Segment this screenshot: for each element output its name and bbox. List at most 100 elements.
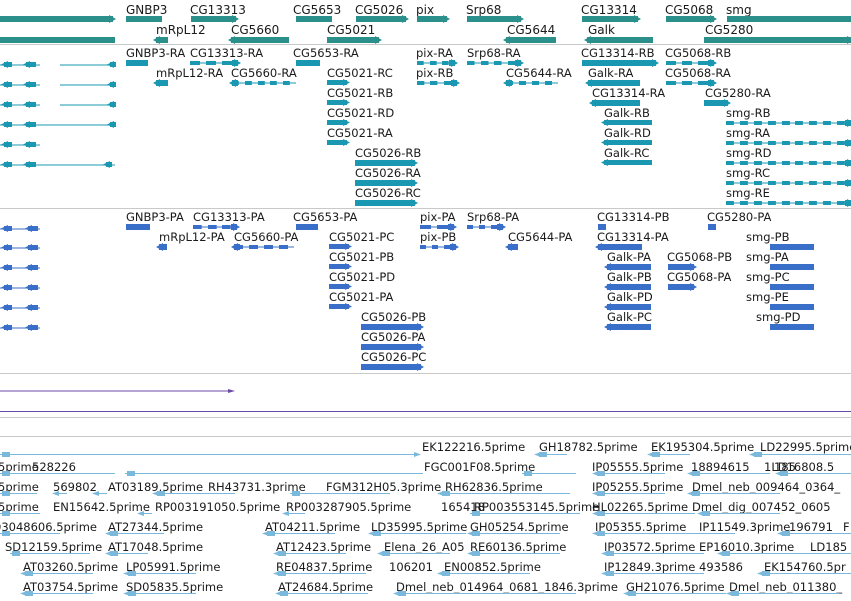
protein-glyph-exon[interactable] <box>475 223 489 231</box>
proteins-label[interactable]: CG5280-PA <box>707 210 772 224</box>
gene-glyph[interactable] <box>0 14 117 24</box>
protein-glyph[interactable] <box>0 264 44 272</box>
est-glyph[interactable] <box>436 490 574 497</box>
transcript-glyph-exon[interactable] <box>791 179 807 187</box>
genes-label[interactable]: CG13314 <box>581 3 637 17</box>
protein-glyph-exon[interactable] <box>428 243 442 251</box>
ests-label[interactable]: RE60136.5prime <box>470 540 567 554</box>
ests-label[interactable]: RE04837.5prime <box>276 560 373 574</box>
transcripts-label[interactable]: smg-RE <box>726 186 770 200</box>
transcript-glyph-exon[interactable] <box>266 79 281 87</box>
transcript-glyph[interactable] <box>600 158 656 167</box>
transcript-glyph-exon[interactable] <box>694 79 712 87</box>
transcript-glyph[interactable] <box>600 138 656 147</box>
protein-glyph[interactable] <box>603 322 655 332</box>
transcript-glyph-exon[interactable] <box>750 179 766 187</box>
transcript-glyph[interactable] <box>0 161 44 169</box>
ests-label[interactable]: EN00852.5prime <box>444 560 541 574</box>
ests-label[interactable]: 106201 <box>389 560 433 574</box>
ests-label[interactable]: LD185 <box>810 540 848 554</box>
protein-glyph-exon[interactable] <box>487 223 501 231</box>
proteins-label[interactable]: smg-PA <box>746 250 789 264</box>
transcript-glyph-exon[interactable] <box>440 79 455 87</box>
transcript-glyph-end[interactable] <box>704 58 718 68</box>
analysis-glyph[interactable] <box>0 388 236 394</box>
est-glyph[interactable] <box>593 509 609 518</box>
est-glyph[interactable] <box>0 509 14 518</box>
protein-glyph[interactable] <box>0 304 44 312</box>
est-glyph[interactable] <box>758 569 774 578</box>
ests-label[interactable]: 5prime <box>0 500 39 514</box>
transcript-glyph[interactable] <box>22 140 40 149</box>
ests-label[interactable]: FGM312H05.3prime <box>326 480 442 494</box>
proteins-label[interactable]: pix-PA <box>420 210 456 224</box>
protein-glyph[interactable] <box>603 282 655 292</box>
transcript-glyph-exon[interactable] <box>819 159 835 167</box>
est-glyph[interactable] <box>0 451 422 458</box>
transcript-glyph-end[interactable] <box>228 78 242 88</box>
transcript-glyph-exon[interactable] <box>750 119 766 127</box>
transcript-glyph[interactable] <box>22 80 40 89</box>
transcript-glyph-exon[interactable] <box>528 79 543 87</box>
ests-label[interactable]: 165418 <box>441 500 485 514</box>
transcript-glyph-exon[interactable] <box>805 199 821 207</box>
protein-glyph-end[interactable] <box>227 222 241 232</box>
transcript-glyph-end[interactable] <box>841 158 851 168</box>
proteins-label[interactable]: smg-PB <box>746 230 790 244</box>
transcript-glyph[interactable] <box>0 81 44 89</box>
gene-glyph[interactable] <box>723 14 851 24</box>
proteins-label[interactable]: CG5021-PC <box>329 230 395 244</box>
est-glyph[interactable] <box>286 490 394 497</box>
transcript-glyph[interactable] <box>578 58 660 68</box>
est-glyph[interactable] <box>0 530 64 537</box>
proteins-label[interactable]: CG5068-PB <box>667 250 733 264</box>
ests-label[interactable]: 185 <box>774 460 796 474</box>
est-glyph[interactable] <box>698 509 714 518</box>
transcript-glyph[interactable] <box>56 101 119 109</box>
est-glyph[interactable] <box>0 529 14 538</box>
ests-label[interactable]: RH62836.5prime <box>445 480 543 494</box>
transcript-glyph-exon[interactable] <box>805 159 821 167</box>
ests-label[interactable]: 03048606.5prime <box>0 520 98 534</box>
transcript-glyph-exon[interactable] <box>778 119 794 127</box>
ests-label[interactable]: Elena_26_A05 <box>384 540 465 554</box>
transcripts-label[interactable]: CG5068-RB <box>665 46 732 60</box>
protein-glyph-exon[interactable] <box>218 223 235 231</box>
transcript-glyph[interactable] <box>351 158 419 168</box>
ests-label[interactable]: AT12423.5prime <box>276 540 372 554</box>
gene-glyph[interactable] <box>662 14 718 24</box>
ests-label[interactable]: F <box>843 520 850 534</box>
transcript-glyph-exon[interactable] <box>791 139 807 147</box>
protein-glyph-end[interactable] <box>230 242 244 252</box>
protein-glyph[interactable] <box>325 242 353 251</box>
transcript-glyph-end[interactable] <box>228 58 242 68</box>
protein-glyph[interactable] <box>122 222 154 232</box>
protein-glyph[interactable] <box>292 222 322 232</box>
ests-label[interactable]: RP003553145.5prime <box>474 500 600 514</box>
transcript-glyph[interactable] <box>56 61 119 69</box>
protein-glyph[interactable] <box>766 262 818 272</box>
transcript-glyph-exon[interactable] <box>186 59 204 67</box>
transcript-glyph-end[interactable] <box>704 78 718 88</box>
transcripts-label[interactable]: smg-RC <box>726 166 771 180</box>
transcript-glyph-exon[interactable] <box>778 179 794 187</box>
transcript-glyph-exon[interactable] <box>426 59 441 67</box>
ests-label[interactable]: Dmel_neb_014964_0681_1846.3prime <box>396 580 618 594</box>
protein-glyph[interactable] <box>0 323 16 332</box>
proteins-label[interactable]: Galk-PD <box>607 290 653 304</box>
est-glyph[interactable] <box>91 490 111 497</box>
transcript-glyph-exon[interactable] <box>791 119 807 127</box>
transcript-glyph-exon[interactable] <box>764 179 780 187</box>
proteins-label[interactable]: CG5653-PA <box>293 210 358 224</box>
transcripts-label[interactable]: CG13314-RB <box>581 46 655 60</box>
protein-glyph[interactable] <box>24 224 42 233</box>
protein-glyph[interactable] <box>594 222 610 232</box>
transcript-glyph-exon[interactable] <box>426 79 441 87</box>
ests-label[interactable]: RH43731.3prime <box>208 480 306 494</box>
transcript-glyph-exon[interactable] <box>805 119 821 127</box>
est-glyph[interactable] <box>648 450 664 459</box>
protein-glyph[interactable] <box>0 225 44 233</box>
est-glyph[interactable] <box>124 589 140 598</box>
est-glyph[interactable] <box>468 509 484 518</box>
proteins-label[interactable]: mRpL12-PA <box>159 230 225 244</box>
